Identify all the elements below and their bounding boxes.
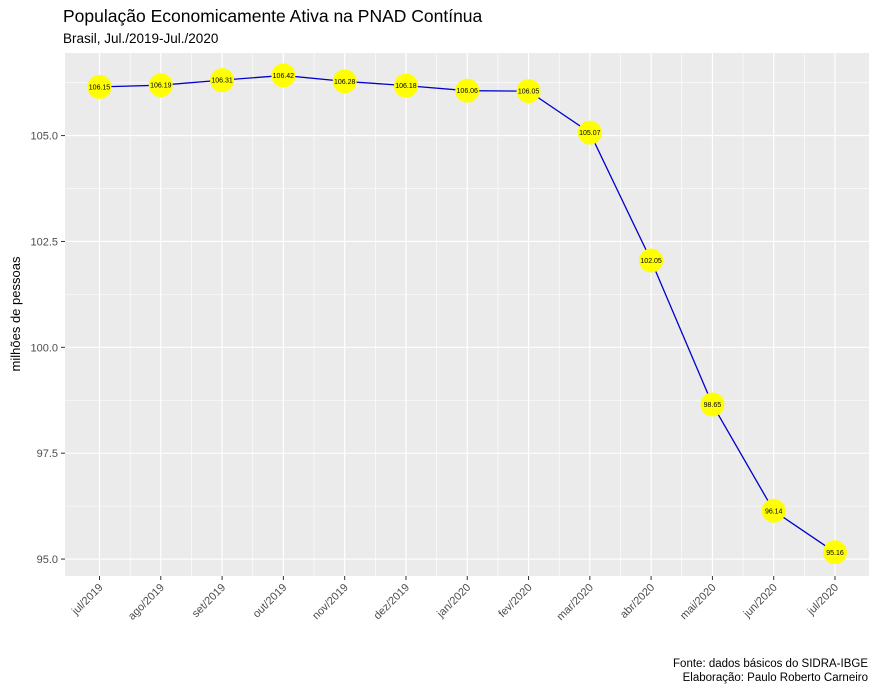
data-point [761, 498, 786, 523]
data-label: 106.06 [457, 88, 479, 95]
data-points: 106.15 106.19 106.31 106.42 106.28 106.18 106.… [87, 63, 847, 565]
data-point [210, 68, 235, 93]
data-label: 96.14 [765, 508, 783, 515]
data-label: 95.16 [826, 550, 844, 557]
x-tick-label: jan/2020 [434, 582, 473, 621]
x-tick-label: nov/2019 [310, 582, 350, 622]
data-point [700, 392, 725, 417]
data-label: 105.07 [579, 130, 601, 137]
chart-caption: Fonte: dados básicos do SIDRA-IBGE Elabo… [673, 657, 868, 685]
data-point [577, 120, 602, 145]
y-axis-title: milhões de pessoas [8, 256, 23, 371]
data-label: 106.31 [211, 78, 233, 85]
data-point [332, 69, 357, 94]
data-label: 106.28 [334, 79, 356, 86]
data-label: 106.19 [150, 83, 172, 90]
x-tick-label: abr/2020 [618, 582, 657, 621]
x-tick-label: jul/2019 [69, 582, 105, 618]
y-axis: 95.0 97.5 100.0 102.5 105.0 [30, 131, 65, 566]
y-tick-label: 102.5 [30, 236, 58, 248]
x-tick-label: mai/2020 [678, 582, 718, 622]
x-tick-label: jun/2020 [741, 582, 780, 621]
data-point [516, 79, 541, 104]
caption-source: Fonte: dados básicos do SIDRA-IBGE [673, 658, 868, 670]
x-tick-label: mar/2020 [555, 582, 596, 623]
data-point [148, 73, 173, 98]
x-tick-label: fev/2020 [496, 582, 534, 620]
data-label: 106.42 [273, 73, 295, 80]
y-tick-label: 95.0 [37, 554, 58, 566]
major-gridlines [65, 53, 869, 576]
data-label: 106.05 [518, 89, 540, 96]
x-tick-label: jul/2020 [805, 582, 841, 618]
y-tick-label: 97.5 [37, 448, 58, 460]
x-tick-label: ago/2019 [126, 582, 167, 623]
data-point [455, 78, 480, 103]
x-tick-label: set/2019 [190, 582, 228, 620]
data-point [639, 248, 664, 273]
data-label: 106.15 [89, 84, 111, 91]
x-tick-label: out/2019 [251, 582, 290, 621]
chart-subtitle: Brasil, Jul./2019-Jul./2020 [63, 31, 219, 46]
data-label: 106.18 [395, 83, 417, 90]
minor-gridlines [65, 53, 869, 576]
x-tick-label: dez/2019 [372, 582, 412, 622]
caption-author: Elaboração: Paulo Roberto Carneiro [682, 672, 868, 684]
y-tick-label: 100.0 [30, 342, 58, 354]
y-tick-label: 105.0 [30, 131, 58, 143]
chart-title: População Economicamente Ativa na PNAD C… [63, 6, 483, 26]
data-label: 102.05 [640, 258, 662, 265]
data-point [87, 74, 112, 99]
x-axis: jul/2019 ago/2019 set/2019 out/2019 nov/2019… [69, 576, 841, 623]
data-point [271, 63, 296, 88]
data-label: 98.65 [704, 402, 722, 409]
data-point [823, 540, 847, 565]
data-point [393, 73, 418, 98]
